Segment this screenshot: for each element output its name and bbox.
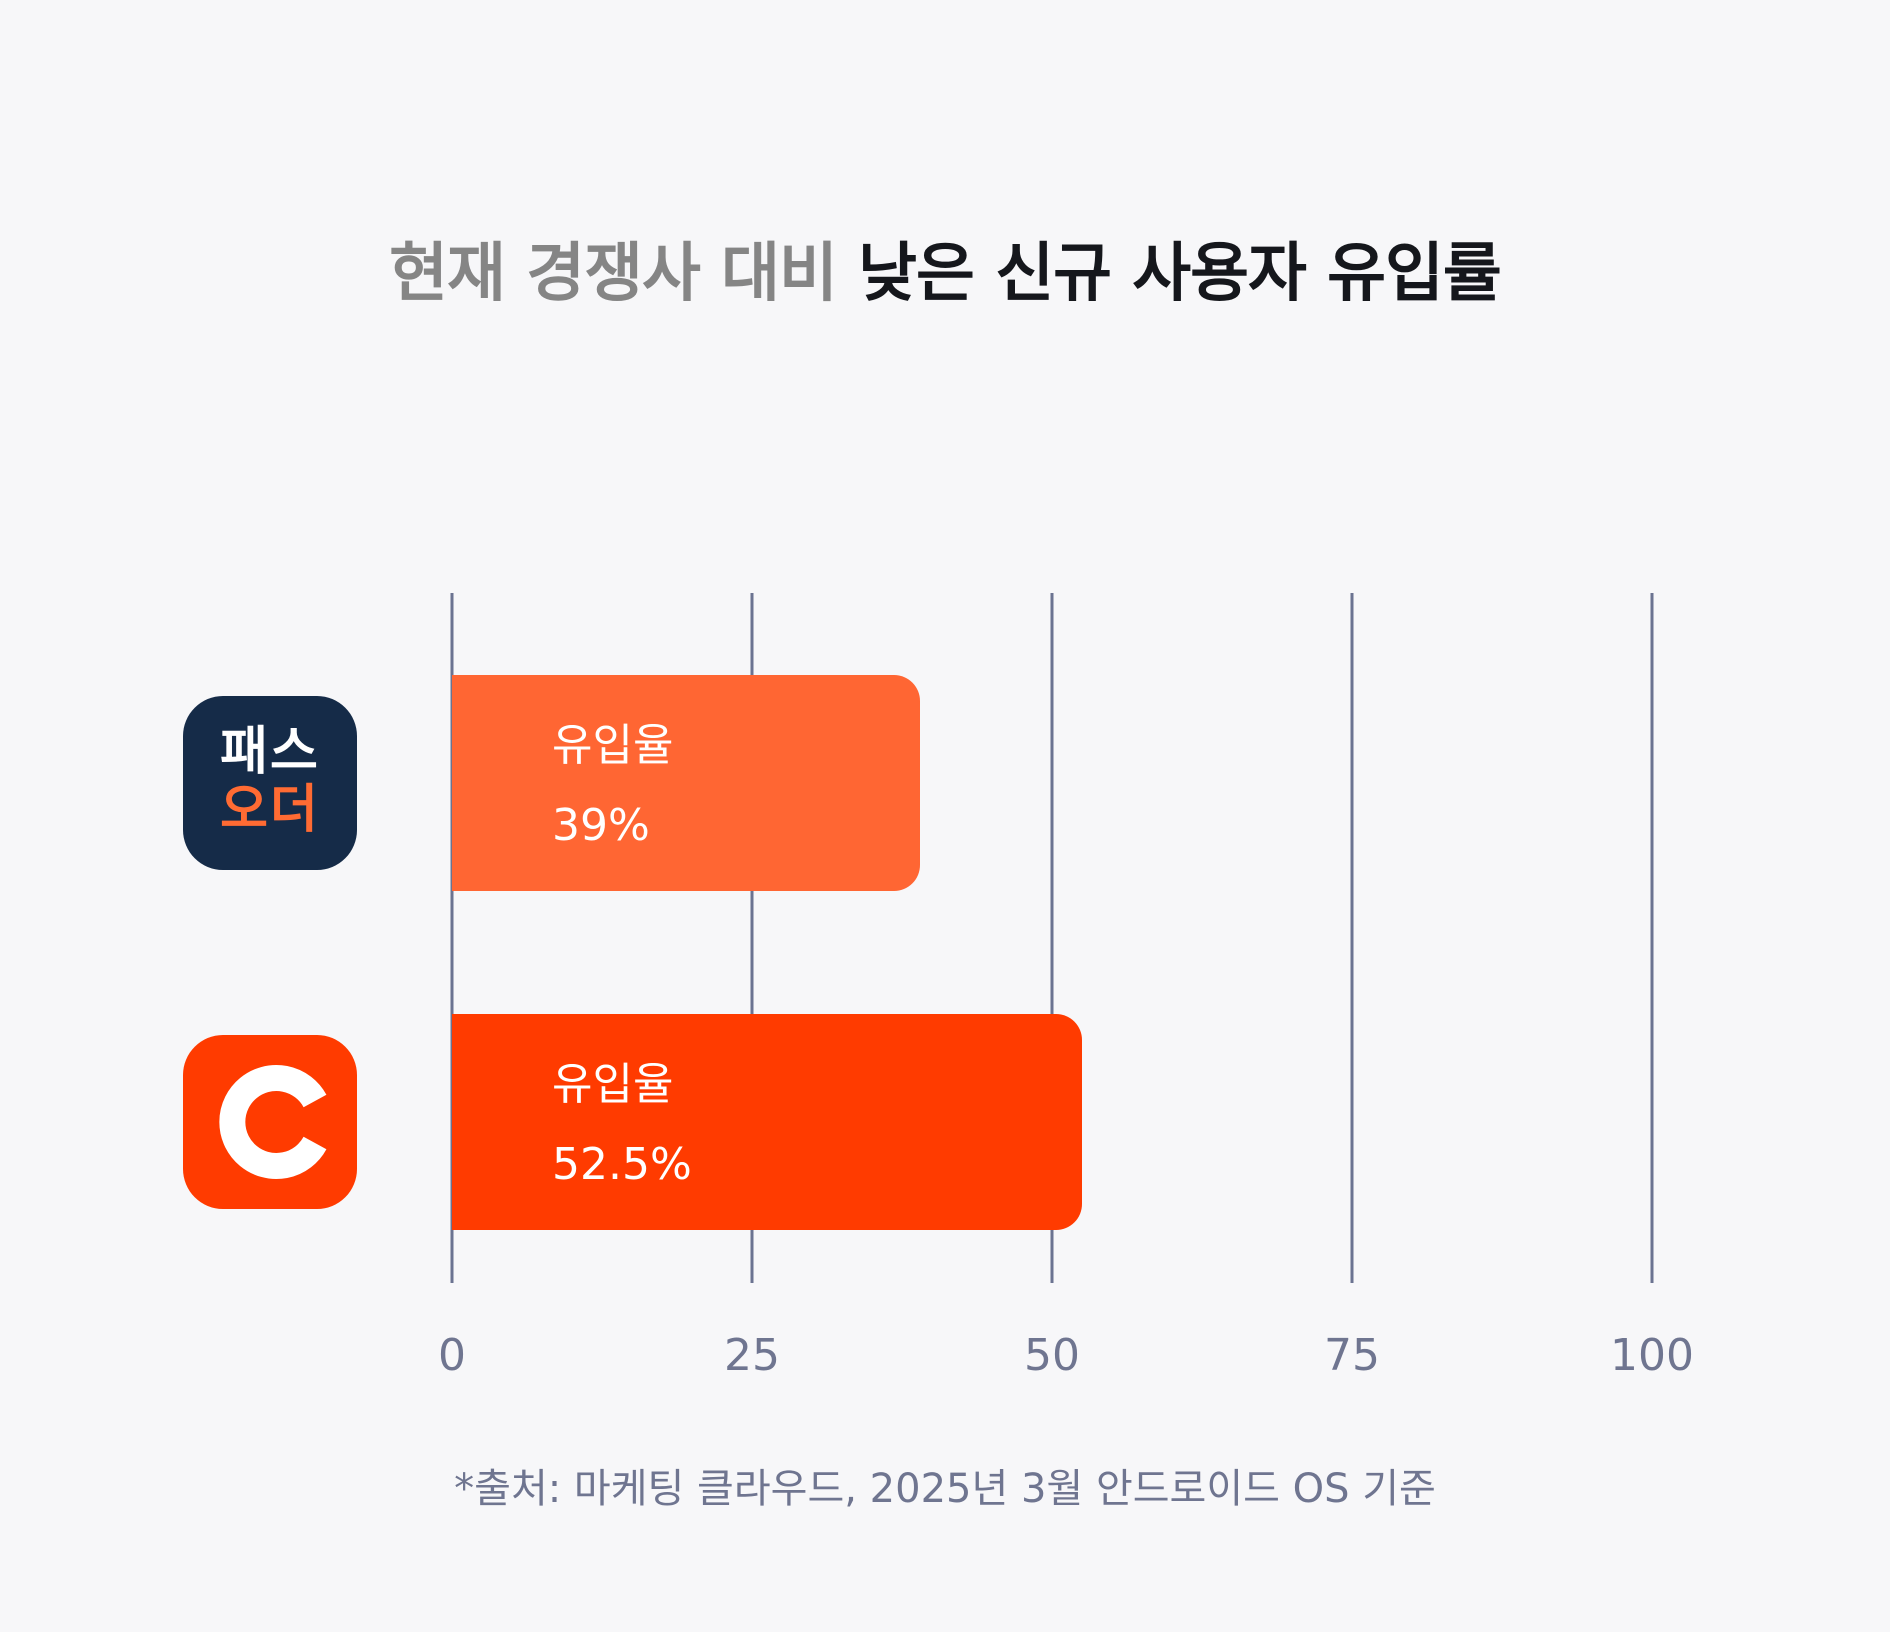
bar-2-series-label: 유입율	[552, 1059, 673, 1110]
bar-2	[452, 1014, 1082, 1230]
source-note: *출처: 마케팅 클라우드, 2025년 3월 안드로이드 OS 기준	[454, 1466, 1436, 1512]
passorder-logo-line1: 패스	[220, 722, 320, 782]
bar-2-value-label: 52.5%	[552, 1139, 692, 1190]
bar-1-series-label: 유입율	[552, 720, 673, 771]
chart-title: 현재 경쟁사 대비 낮은 신규 사용자 유입률	[0, 222, 1890, 314]
x-tick-label-75: 75	[1324, 1330, 1380, 1381]
x-tick-label-100: 100	[1610, 1330, 1694, 1381]
x-tick-label-0: 0	[438, 1330, 466, 1381]
competitor-logo	[183, 1035, 357, 1209]
title-strong: 낮은 신규 사용자 유입률	[858, 237, 1502, 311]
x-tick-label-50: 50	[1024, 1330, 1080, 1381]
x-tick-label-25: 25	[724, 1330, 780, 1381]
passorder-logo-line2: 오더	[220, 780, 320, 840]
c-letter-icon	[219, 1065, 327, 1179]
passorder-logo: 패스 오더	[183, 696, 357, 870]
title-muted: 현재 경쟁사 대비	[389, 237, 838, 311]
bar-1	[452, 675, 920, 891]
bar-1-value-label: 39%	[552, 800, 650, 851]
